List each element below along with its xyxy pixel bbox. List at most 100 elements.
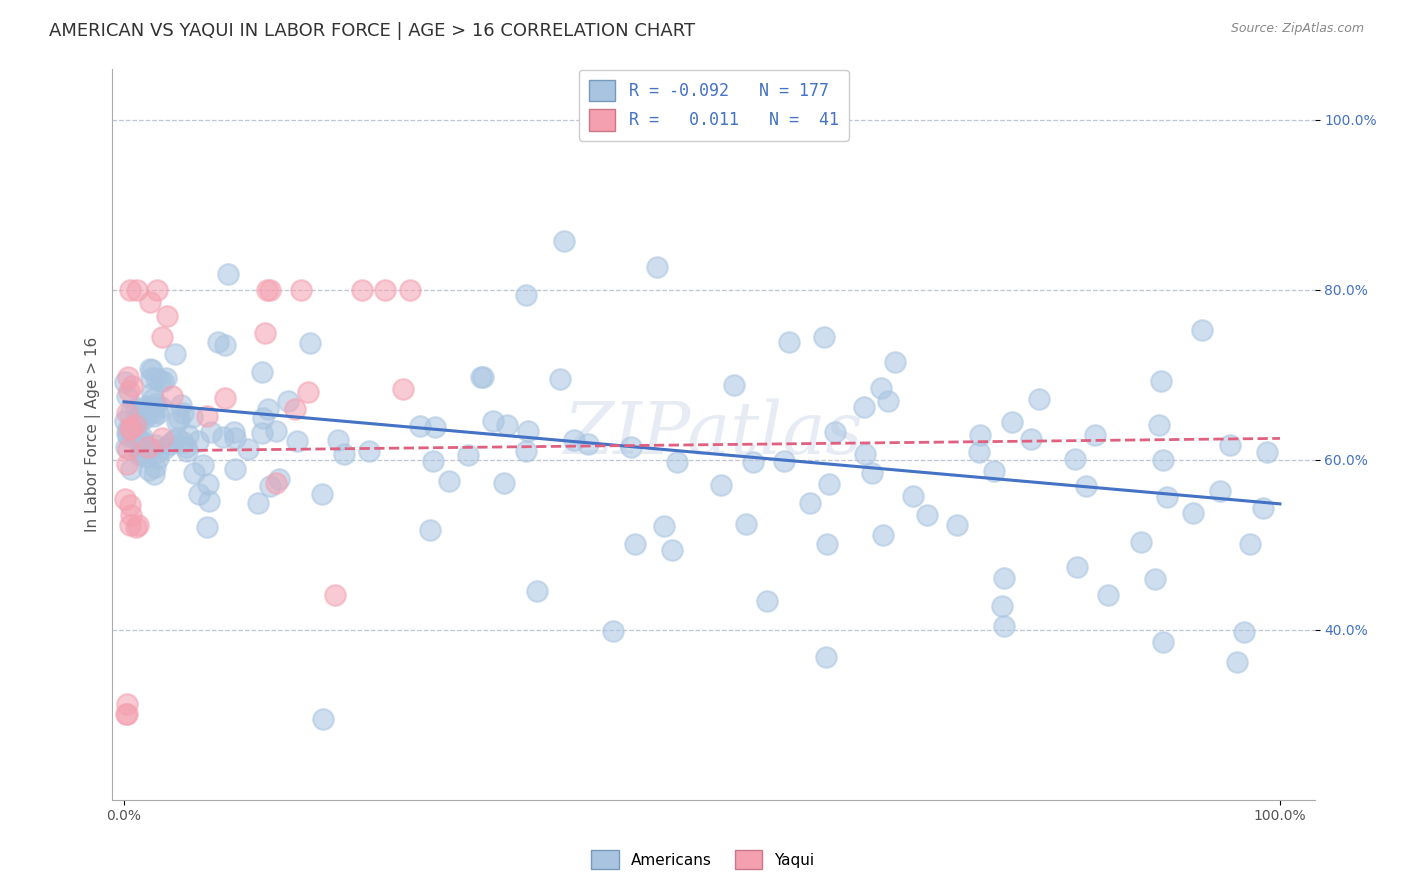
Point: [214, 337, 236, 351]
Point: [723, 377, 745, 392]
Point: [620, 441, 643, 455]
Point: [297, 385, 319, 400]
Point: [155, 371, 177, 385]
Point: [124, 417, 146, 432]
Point: [1144, 572, 1167, 586]
Point: [824, 425, 846, 439]
Point: [115, 440, 138, 454]
Point: [156, 309, 179, 323]
Point: [1001, 415, 1024, 429]
Point: [117, 457, 139, 471]
Point: [1147, 417, 1170, 432]
Point: [125, 283, 148, 297]
Point: [149, 400, 172, 414]
Point: [214, 392, 236, 406]
Point: [166, 431, 188, 445]
Point: [149, 374, 172, 388]
Point: [284, 402, 307, 417]
Point: [983, 464, 1005, 478]
Point: [132, 436, 155, 450]
Point: [131, 430, 153, 444]
Point: [211, 429, 233, 443]
Point: [472, 369, 495, 384]
Point: [207, 335, 229, 350]
Point: [115, 697, 138, 711]
Point: [177, 427, 200, 442]
Point: [165, 347, 187, 361]
Point: [399, 283, 422, 297]
Point: [138, 362, 160, 376]
Point: [277, 393, 299, 408]
Point: [290, 283, 312, 297]
Point: [1191, 323, 1213, 337]
Point: [526, 583, 548, 598]
Point: [138, 463, 160, 477]
Point: [134, 410, 156, 425]
Point: [818, 477, 841, 491]
Point: [195, 520, 218, 534]
Point: [170, 398, 193, 412]
Point: [734, 516, 756, 531]
Point: [117, 426, 139, 441]
Point: [392, 383, 415, 397]
Point: [125, 519, 148, 533]
Point: [217, 267, 239, 281]
Point: [1097, 588, 1119, 602]
Point: [125, 413, 148, 427]
Point: [876, 394, 898, 409]
Point: [120, 283, 142, 297]
Point: [124, 432, 146, 446]
Point: [1152, 634, 1174, 648]
Point: [470, 369, 492, 384]
Legend: R = -0.092   N = 177, R =   0.011   N =  41: R = -0.092 N = 177, R = 0.011 N = 41: [578, 70, 848, 141]
Point: [132, 438, 155, 452]
Point: [150, 330, 173, 344]
Point: [853, 446, 876, 460]
Point: [437, 475, 460, 489]
Point: [254, 326, 277, 340]
Point: [661, 543, 683, 558]
Point: [142, 405, 165, 419]
Point: [967, 445, 990, 459]
Point: [1239, 537, 1261, 551]
Point: [114, 414, 136, 428]
Point: [778, 335, 800, 350]
Point: [148, 451, 170, 466]
Point: [419, 524, 441, 538]
Point: [117, 370, 139, 384]
Point: [647, 260, 669, 274]
Point: [492, 476, 515, 491]
Point: [148, 445, 170, 459]
Point: [148, 406, 170, 420]
Point: [1182, 506, 1205, 520]
Point: [423, 419, 446, 434]
Point: [143, 409, 166, 424]
Point: [141, 363, 163, 377]
Point: [623, 537, 645, 551]
Point: [1028, 392, 1050, 407]
Point: [145, 371, 167, 385]
Point: [117, 706, 139, 721]
Point: [197, 477, 219, 491]
Point: [200, 425, 222, 440]
Point: [710, 477, 733, 491]
Point: [118, 384, 141, 398]
Point: [138, 443, 160, 458]
Point: [191, 458, 214, 472]
Point: [222, 425, 245, 439]
Point: [915, 508, 938, 523]
Point: [247, 496, 270, 510]
Text: Source: ZipAtlas.com: Source: ZipAtlas.com: [1230, 22, 1364, 36]
Point: [285, 434, 308, 448]
Point: [665, 455, 688, 469]
Point: [120, 420, 142, 434]
Point: [259, 283, 281, 297]
Point: [1156, 490, 1178, 504]
Point: [815, 537, 838, 551]
Legend: Americans, Yaqui: Americans, Yaqui: [585, 844, 821, 875]
Point: [860, 466, 883, 480]
Point: [127, 409, 149, 423]
Point: [134, 408, 156, 422]
Point: [1066, 560, 1088, 574]
Point: [134, 450, 156, 465]
